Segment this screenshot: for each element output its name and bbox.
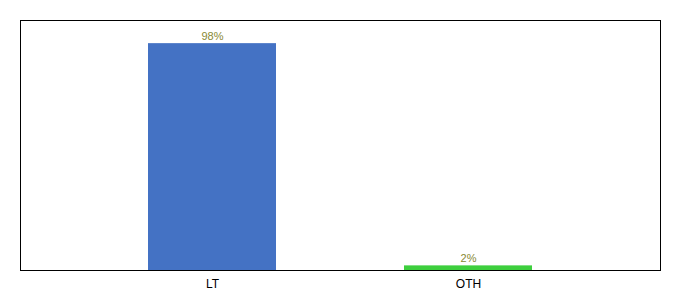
svg-text:2%: 2% (461, 252, 477, 264)
svg-text:LT: LT (206, 277, 220, 291)
svg-text:OTH: OTH (456, 277, 481, 291)
svg-text:98%: 98% (201, 30, 223, 42)
